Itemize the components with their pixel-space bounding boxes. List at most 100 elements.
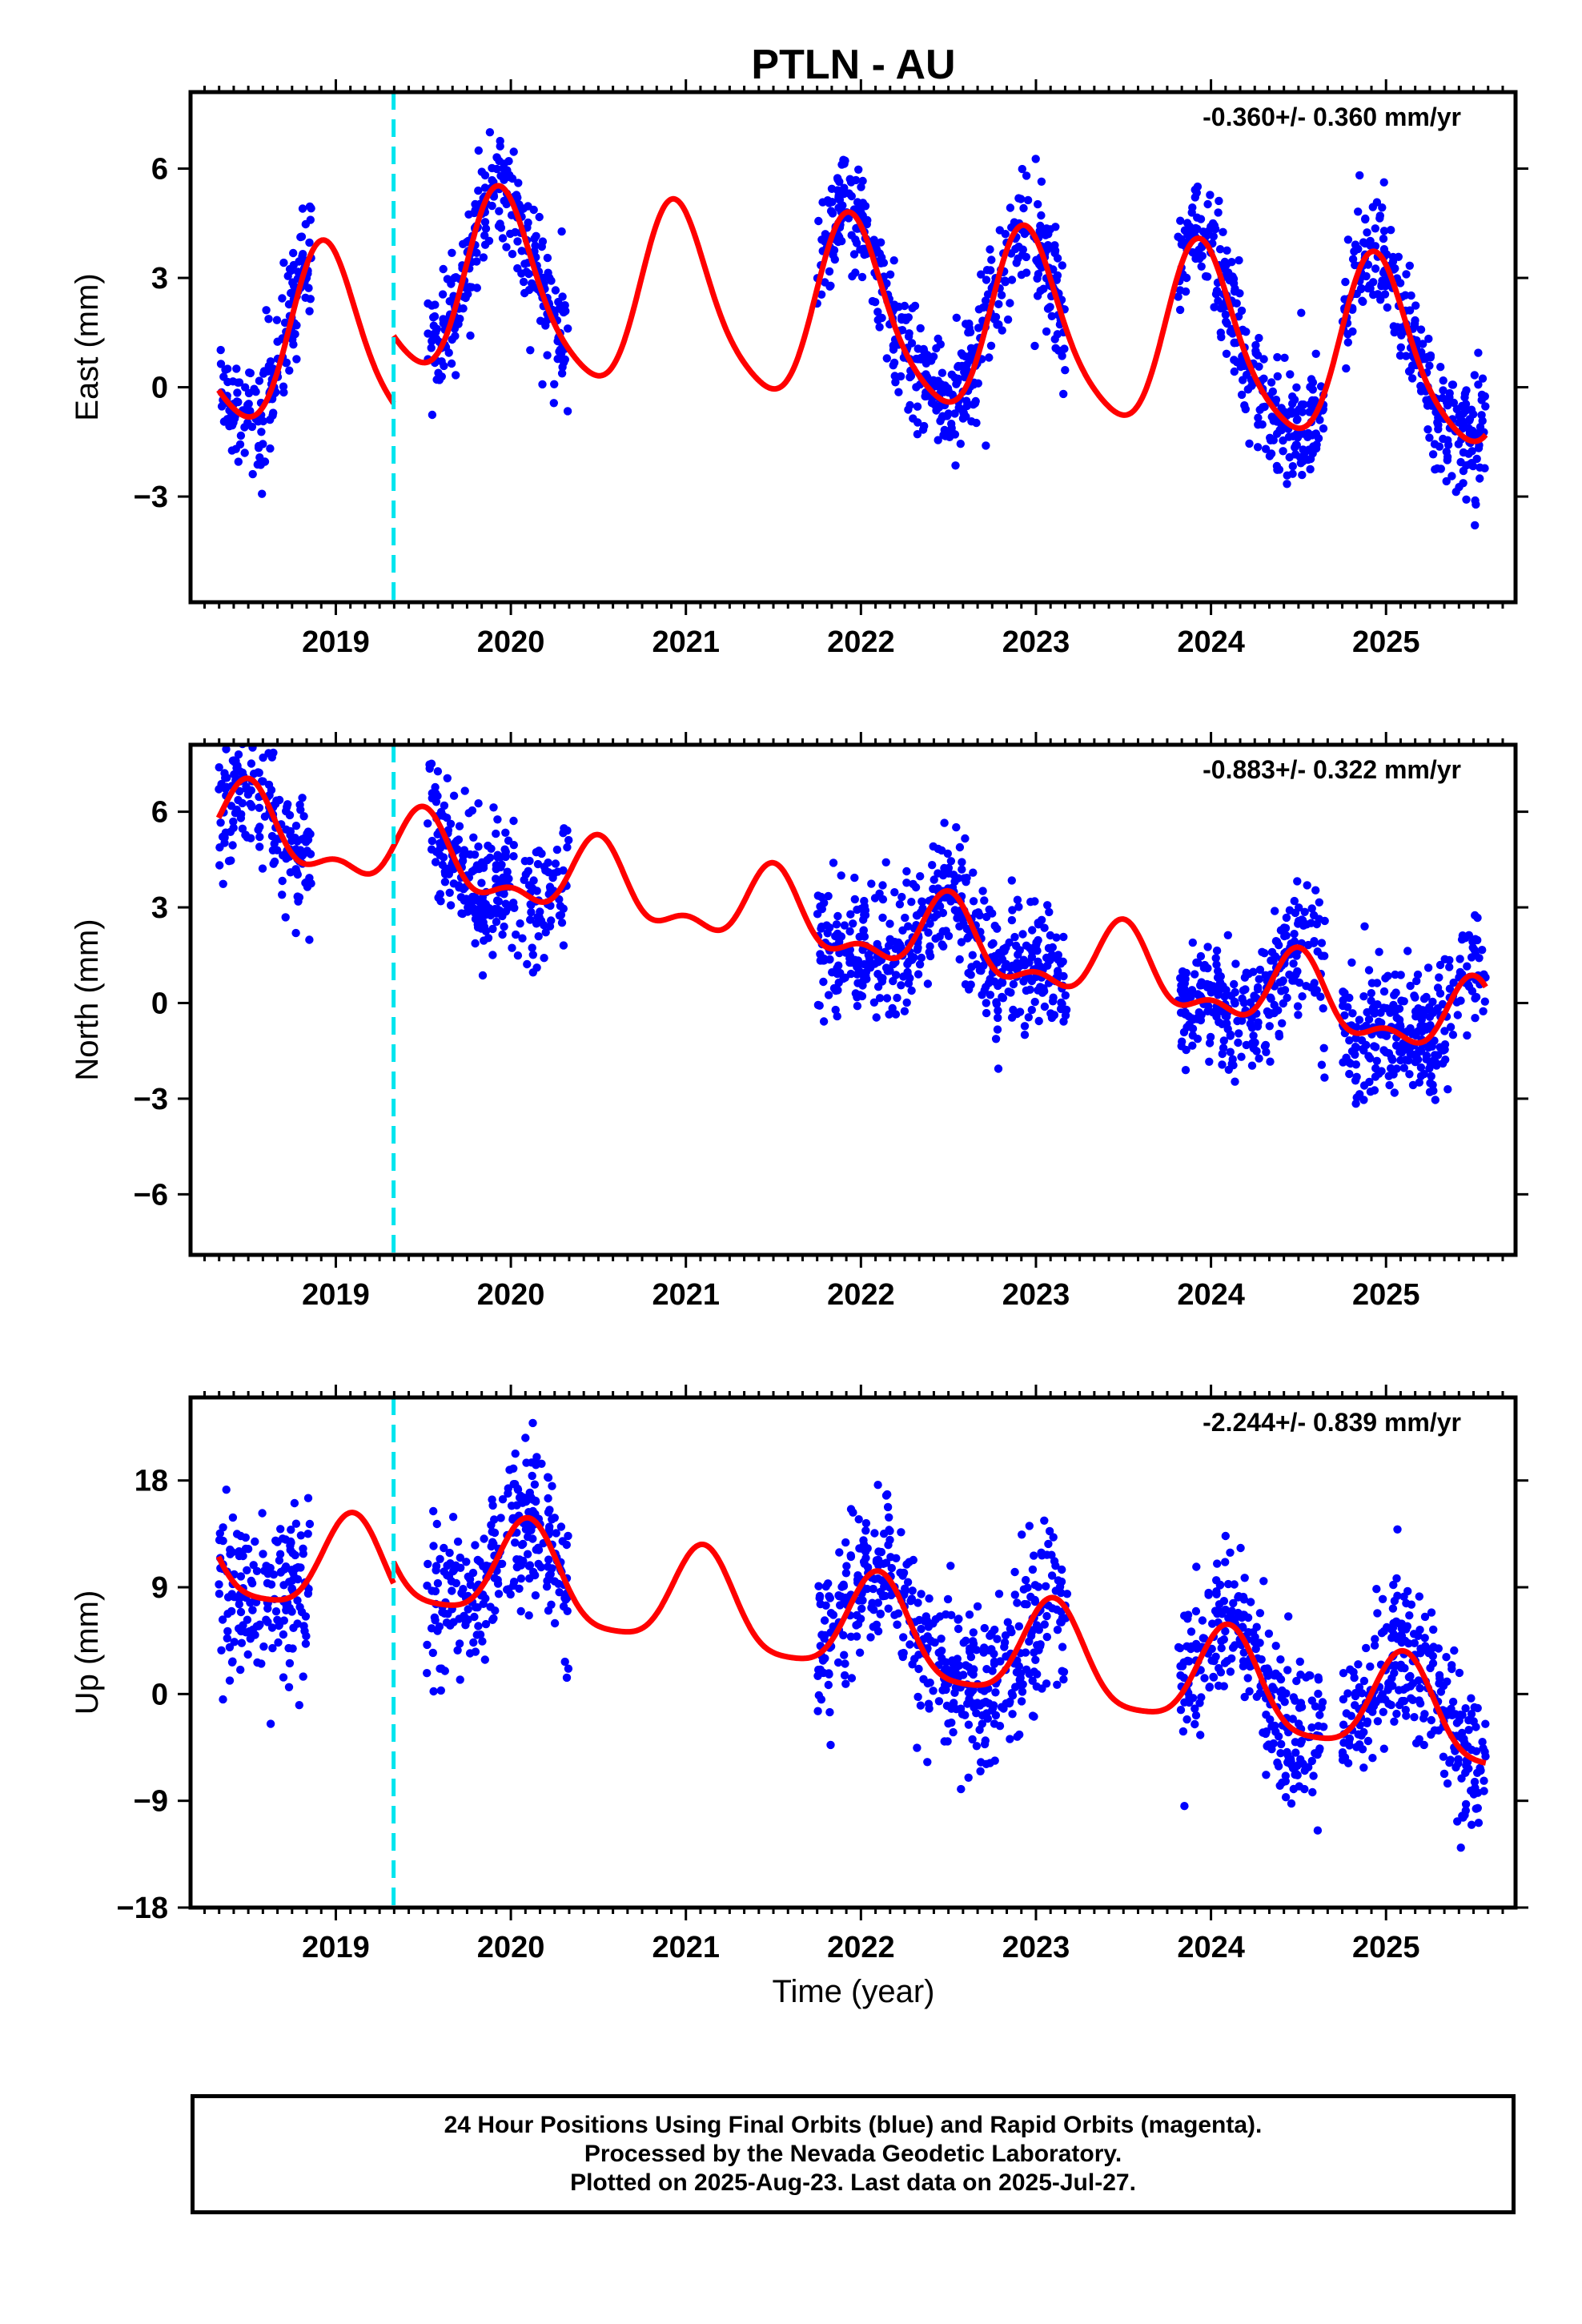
north-data-point [1359,1096,1368,1104]
east-data-point [1251,349,1260,358]
east-data-point [941,432,950,440]
east-x-tick-label: 2020 [477,625,545,659]
up-data-point [489,1614,498,1623]
north-data-point [471,939,480,948]
up-data-point [1182,1715,1191,1724]
up-data-point [534,1543,543,1553]
east-data-point [889,345,898,354]
up-data-point [440,1609,449,1618]
east-data-point [253,460,262,469]
north-data-point [1307,904,1316,913]
east-data-point [512,191,521,199]
east-data-point [912,383,921,392]
up-data-point [1049,1533,1058,1542]
up-data-point [263,1562,271,1571]
up-data-point [558,1537,567,1546]
east-data-point [1022,171,1031,180]
up-data-point [1042,1679,1051,1688]
up-data-point [516,1574,526,1583]
north-data-point [533,859,543,869]
up-data-point [1053,1680,1062,1689]
north-data-point [993,1025,1002,1034]
north-data-point [819,1017,829,1026]
north-data-point [535,913,544,922]
up-data-point [423,1669,432,1678]
up-data-point [1389,1630,1399,1639]
north-data-point [471,915,480,923]
up-data-point [527,1458,536,1467]
east-data-point [943,385,952,394]
north-data-point [1367,989,1376,998]
east-data-point [1371,224,1380,233]
up-data-point [849,1508,857,1517]
north-data-point [1456,955,1464,963]
north-data-point [471,905,480,914]
east-data-point [849,250,859,259]
north-data-point [1471,935,1480,943]
up-data-point [994,1590,1004,1598]
up-data-point [1040,1516,1049,1526]
up-data-point [1392,1574,1401,1583]
east-data-point [255,453,264,462]
north-data-point [889,959,898,969]
north-data-point [1351,1034,1360,1043]
up-data-point [893,1609,903,1618]
up-data-point [528,1471,536,1481]
north-data-point [1199,963,1209,972]
up-data-point [1373,1717,1383,1726]
north-x-tick-label: 2019 [302,1278,370,1312]
north-data-point [1376,1030,1385,1039]
up-x-tick-label: 2019 [302,1931,370,1964]
north-data-point [1044,943,1054,953]
up-data-point [947,1704,956,1713]
north-data-point [867,879,876,888]
up-data-point [1056,1618,1065,1626]
north-data-point [544,858,552,867]
east-data-point [513,237,522,246]
north-data-point [1403,947,1412,955]
up-data-point [1042,1632,1052,1642]
up-data-point [868,1598,877,1607]
north-rate-label: -0.883+/- 0.322 mm/yr [1203,755,1461,784]
east-data-point [298,204,307,213]
up-data-point [1389,1580,1398,1590]
north-data-point [1194,959,1203,967]
east-data-point [1284,432,1294,441]
east-data-point [1174,292,1182,301]
up-data-point [429,1542,438,1550]
up-frame [188,1395,1518,1910]
north-frame [188,742,1518,1257]
east-data-point [1480,428,1488,436]
up-data-point [1291,1770,1299,1779]
east-data-point [563,407,572,416]
east-data-point [452,371,460,380]
up-data-point [957,1784,966,1794]
east-data-point [894,302,904,312]
east-data-points [216,128,1490,530]
east-data-point [857,272,867,282]
north-data-point [982,912,991,922]
up-data-point [1480,1787,1488,1795]
up-data-point [1191,1711,1201,1720]
up-data-point [1266,1715,1275,1724]
north-data-point [237,810,246,818]
up-data-point [274,1638,283,1647]
east-data-point [1254,413,1263,422]
east-data-point [1306,464,1315,474]
up-data-point [897,1528,905,1537]
up-data-point [814,1691,823,1700]
east-data-point [1210,303,1219,312]
up-data-point [1216,1580,1225,1590]
north-data-point [1240,973,1250,982]
up-data-point [884,1541,893,1550]
up-data-point [926,1679,934,1687]
north-data-point [1478,946,1487,955]
up-data-point [941,1665,950,1674]
east-data-point [279,258,288,267]
north-data-point [1344,1058,1354,1067]
east-data-point [532,231,540,240]
north-data-point [1238,1016,1247,1025]
east-data-point [1180,226,1190,235]
east-data-point [1230,339,1239,348]
